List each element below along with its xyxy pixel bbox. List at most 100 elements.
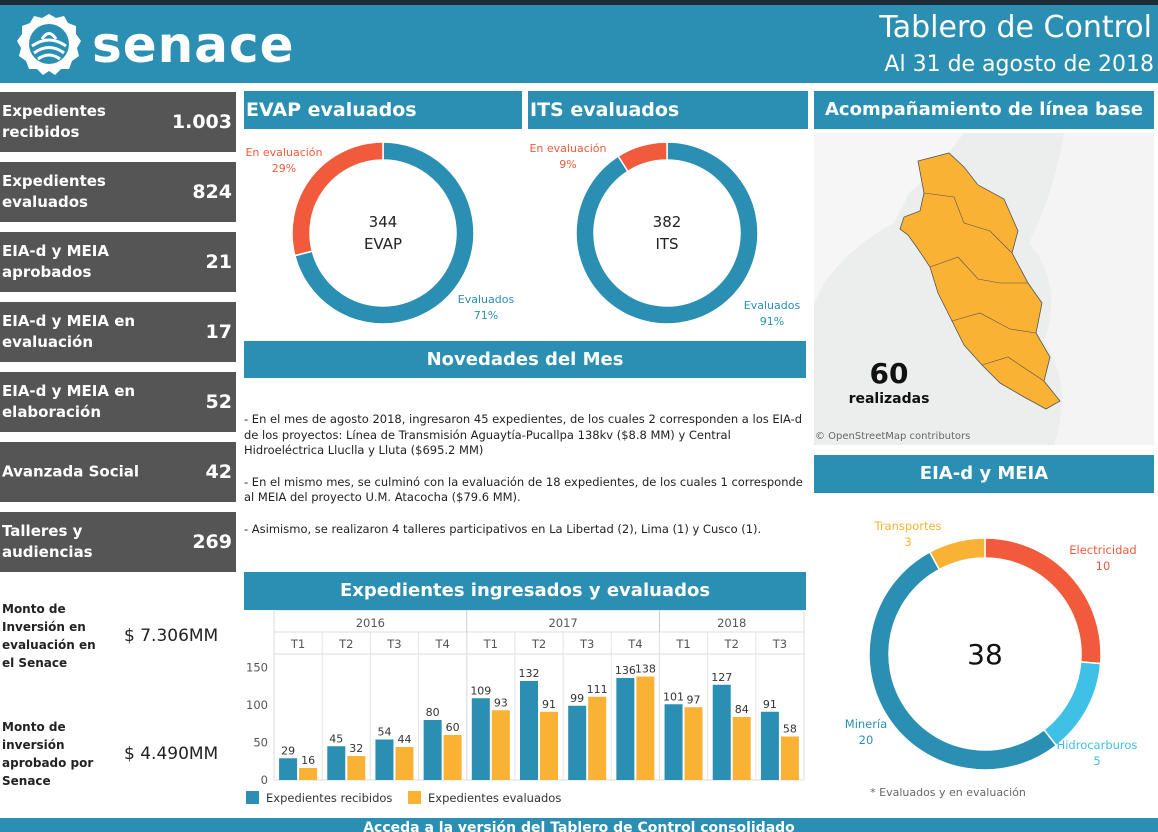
bar-value-label: 80 (426, 706, 440, 719)
bar-recibidos[interactable] (616, 678, 635, 780)
bar-quarter-label: T1 (290, 637, 305, 651)
bar-ytick-label: 0 (261, 773, 268, 787)
its-slice-pct-en-evaluacion: 9% (559, 158, 576, 171)
bar-evaluados[interactable] (684, 707, 703, 780)
evap-center-value: 344 (369, 213, 398, 231)
bar-value-label: 99 (570, 692, 584, 705)
bar-evaluados[interactable] (636, 676, 655, 781)
bar-value-label: 136 (615, 664, 636, 677)
eia-slice-1 (1042, 661, 1102, 747)
evap-donut-chart: 344 EVAP En evaluación 29% Evaluados 71% (245, 141, 514, 325)
bar-evaluados[interactable] (443, 735, 462, 780)
evap-title: EVAP evaluados (244, 91, 522, 129)
bar-value-label: 58 (783, 723, 797, 736)
map-attribution[interactable]: © OpenStreetMap contributors (815, 431, 971, 442)
peru-map[interactable]: 60 realizadas © OpenStreetMap contributo… (814, 133, 1154, 445)
bar-value-label: 44 (397, 733, 411, 746)
bar-quarter-label: T4 (434, 637, 449, 651)
map-title: Acompañamiento de línea base (814, 91, 1154, 129)
map-count-label: realizadas (848, 391, 930, 407)
bar-evaluados[interactable] (395, 747, 414, 780)
bar-recibidos[interactable] (423, 720, 442, 780)
its-donut-chart: 382 ITS En evaluación 9% Evaluados 91% (529, 141, 801, 328)
kpi-expedientes-evaluados: Expedientes evaluados 824 (0, 162, 236, 222)
bar-ytick-label: 100 (246, 698, 268, 712)
bar-evaluados[interactable] (347, 756, 366, 780)
bar-value-label: 45 (329, 732, 343, 745)
bar-value-label: 60 (446, 721, 460, 734)
bar-chart-title: Expedientes ingresados y evaluados (244, 572, 806, 610)
bar-value-label: 93 (494, 696, 508, 709)
bar-quarter-label: T2 (338, 637, 353, 651)
bar-recibidos[interactable] (664, 704, 683, 780)
evap-slice-0 (293, 141, 475, 325)
bar-evaluados[interactable] (540, 711, 558, 780)
eia-value-hidrocarburos: 5 (1093, 754, 1100, 768)
bar-ytick-label: 50 (253, 736, 268, 750)
money-aprobado-label: Monto de inversión aprobado por Senace (2, 720, 94, 788)
bar-value-label: 91 (542, 698, 556, 711)
novedades-text: - En el mes de agosto 2018, ingresaron 4… (244, 412, 806, 553)
eia-title: EIA-d y MEIA (814, 455, 1154, 493)
novedades-paragraph: - En el mismo mes, se culminó con la eva… (244, 474, 803, 505)
kpi-value: 17 (205, 321, 232, 343)
novedades-paragraph: - Asimismo, se realizaron 4 talleres par… (244, 521, 762, 536)
bar-value-label: 54 (377, 726, 391, 739)
bar-recibidos[interactable] (471, 698, 490, 780)
evap-slice-label-en-evaluacion: En evaluación (245, 146, 322, 159)
bar-recibidos[interactable] (375, 739, 394, 781)
evap-slice-pct-en-evaluacion: 29% (272, 162, 296, 175)
bar-recibidos[interactable] (712, 684, 731, 780)
money-evaluacion-value: $ 7.306MM (124, 626, 219, 646)
bar-value-label: 109 (470, 684, 491, 697)
evap-slice-pct-evaluados: 71% (474, 309, 498, 322)
eia-slice-3 (928, 537, 986, 571)
top-border (0, 0, 1158, 5)
evap-slice-1 (291, 141, 384, 257)
footer-link[interactable]: Acceda a la versión del Tablero de Contr… (0, 818, 1158, 832)
bar-value-label: 111 (587, 683, 608, 696)
its-slice-label-evaluados: Evaluados (744, 299, 801, 312)
kpi-value: 21 (205, 251, 232, 273)
kpi-label: EIA-d y MEIA aprobados (2, 242, 109, 281)
bar-recibidos[interactable] (279, 758, 298, 780)
kpi-label: Expedientes evaluados (2, 172, 106, 211)
kpi-value: 1.003 (171, 111, 232, 133)
bar-recibidos[interactable] (327, 746, 346, 780)
legend-label: Expedientes evaluados (428, 791, 561, 805)
novedades-title: Novedades del Mes (244, 341, 806, 378)
header-bar (0, 5, 1158, 83)
bar-value-label: 127 (711, 671, 732, 684)
eia-donut-chart: 38 Electricidad 10 Hidrocarburos 5 Miner… (845, 519, 1138, 799)
kpi-value: 269 (192, 531, 232, 553)
peru-map-graphic (814, 133, 1154, 445)
peru-regions-shape (899, 152, 1061, 410)
senace-logo-icon (17, 14, 81, 75)
money-evaluacion-label: Monto de Inversión en evaluación en el S… (2, 602, 96, 670)
kpi-value: 42 (205, 461, 232, 483)
kpi-value: 52 (205, 391, 232, 413)
legend-label: Expedientes recibidos (266, 791, 392, 805)
bar-evaluados[interactable] (732, 717, 751, 780)
novedades-paragraph: - En el mes de agosto 2018, ingresaron 4… (244, 412, 803, 457)
bar-evaluados[interactable] (780, 736, 799, 781)
bar-value-label: 16 (301, 754, 315, 767)
kpi-label: Expedientes recibidos (2, 102, 106, 141)
bar-value-label: 101 (663, 690, 684, 703)
bar-quarter-label: T4 (627, 637, 642, 651)
its-slice-0 (575, 141, 759, 325)
bar-evaluados[interactable] (491, 710, 510, 780)
kpi-avanzada-social: Avanzada Social 42 (0, 442, 236, 502)
bar-quarter-label: T1 (483, 637, 498, 651)
kpi-eia-aprobados: EIA-d y MEIA aprobados 21 (0, 232, 236, 292)
bar-evaluados[interactable] (299, 768, 318, 780)
eia-value-transportes: 3 (904, 535, 911, 549)
bar-recibidos[interactable] (568, 705, 587, 780)
bar-recibidos[interactable] (760, 711, 779, 780)
bar-evaluados[interactable] (588, 696, 607, 780)
eia-center-value: 38 (967, 638, 1003, 671)
its-title: ITS evaluados (528, 91, 808, 129)
eia-value-electricidad: 10 (1096, 559, 1111, 573)
its-slice-pct-evaluados: 91% (760, 315, 784, 328)
bar-recibidos[interactable] (520, 681, 538, 780)
